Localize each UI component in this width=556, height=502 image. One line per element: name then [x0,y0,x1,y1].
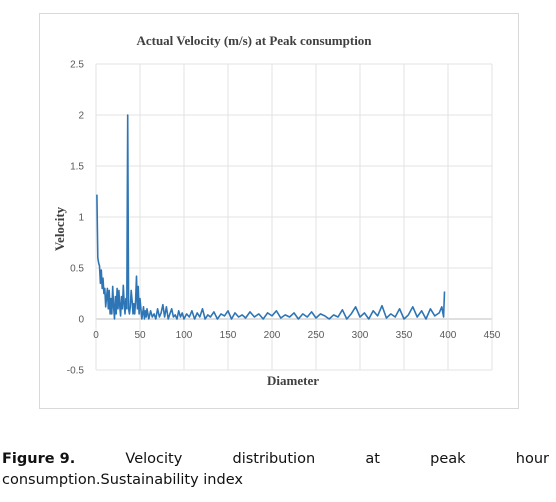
caption-line-1: Figure 9. Velocity distribution at peak … [2,449,549,470]
x-tick-label: 200 [264,330,281,341]
tick-label-layer: -0.5 0 0.5 1 1.5 2 2.5 0 50 100 150 200 250 300 350 400… [67,60,501,377]
caption-line-2: consumption.Sustainability index [2,472,243,488]
velocity-line-chart: Actual Velocity (m/s) at Peak consumptio… [52,33,501,388]
series-layer [96,114,446,320]
x-tick-label: 50 [134,330,146,341]
x-tick-label: 250 [308,330,325,341]
y-tick-label: 1.5 [70,162,84,173]
caption-word: Velocity [125,451,183,467]
caption-word: at [365,451,380,467]
grid-layer [95,63,493,371]
x-tick-label: 400 [440,330,457,341]
y-tick-label: -0.5 [67,366,85,377]
y-tick-label: 2.5 [70,60,84,71]
velocity-series-line [96,114,446,320]
x-tick-label: 100 [176,330,193,341]
y-tick-label: 0 [78,315,84,326]
x-axis-title: Diameter [267,373,319,388]
caption-figure-label: Figure 9. [2,451,76,467]
chart-title: Actual Velocity (m/s) at Peak consumptio… [136,33,372,48]
caption-word: distribution [232,451,316,467]
y-axis-title: Velocity [52,206,67,251]
y-tick-label: 0.5 [70,264,84,275]
x-tick-label: 300 [352,330,369,341]
caption-word: hour [515,451,549,467]
chart-frame: Actual Velocity (m/s) at Peak consumptio… [39,13,519,409]
x-tick-label: 150 [220,330,237,341]
x-tick-label: 350 [396,330,413,341]
x-tick-label: 0 [93,330,99,341]
x-tick-label: 450 [484,330,501,341]
figure-caption: Figure 9. Velocity distribution at peak … [2,449,549,491]
y-tick-label: 2 [78,111,84,122]
y-tick-label: 1 [78,213,84,224]
caption-word: peak [430,451,466,467]
